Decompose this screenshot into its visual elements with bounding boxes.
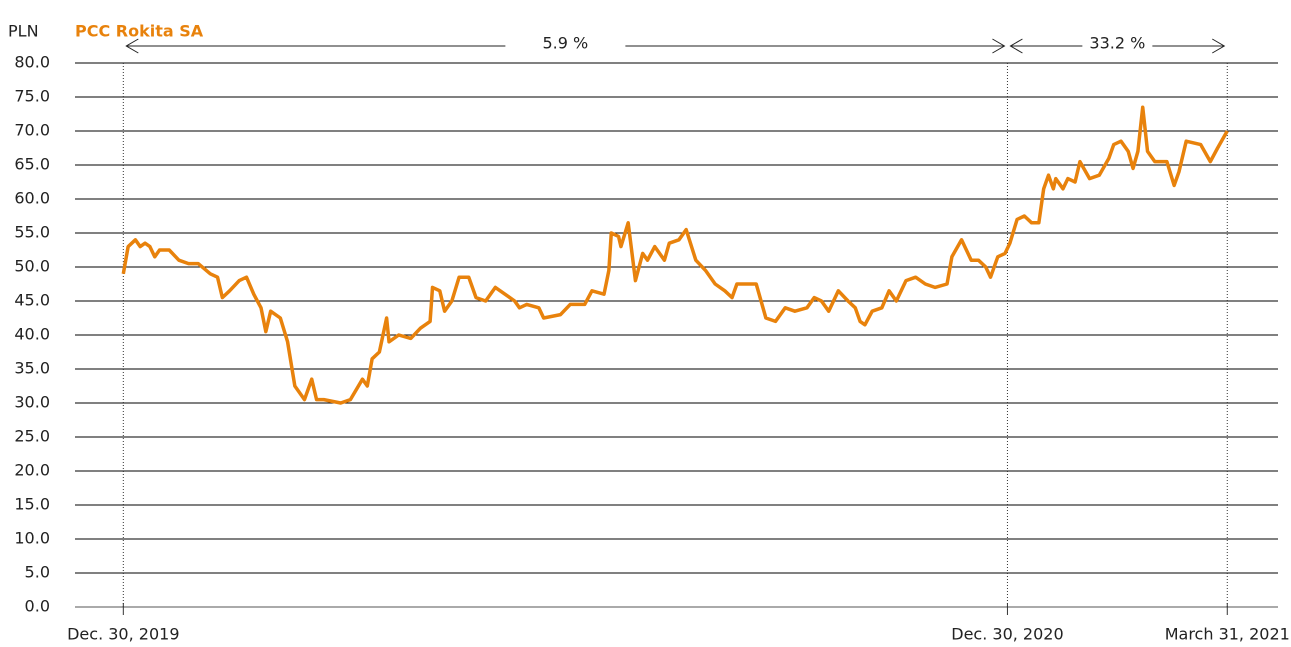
x-tick-label: Dec. 30, 2020 [951, 625, 1063, 644]
y-tick-label: 65.0 [14, 155, 50, 174]
arrow-head [1212, 38, 1226, 54]
x-tick-label: Dec. 30, 2019 [67, 625, 179, 644]
y-tick-label: 35.0 [14, 359, 50, 378]
price-line [121, 105, 1229, 405]
y-tick-label: 15.0 [14, 495, 50, 514]
chart-title: PCC Rokita SA [75, 22, 204, 41]
y-tick-label: 75.0 [14, 87, 50, 106]
y-tick-label: 45.0 [14, 291, 50, 310]
y-tick-label: 5.0 [25, 563, 50, 582]
y-tick-label: 60.0 [14, 189, 50, 208]
y-tick-label: 0.0 [25, 597, 50, 616]
y-tick-label: 50.0 [14, 257, 50, 276]
arrow-head [125, 38, 139, 54]
annotation: 5.9 % [543, 34, 589, 53]
y-tick-label: 70.0 [14, 121, 50, 140]
annotation: 33.2 % [1089, 34, 1145, 53]
label-bg [505, 36, 626, 56]
y-tick-label: 55.0 [14, 223, 50, 242]
y-tick-label: 10.0 [14, 529, 50, 548]
y-tick-label: 80.0 [14, 53, 50, 72]
x-tick-label: March 31, 2021 [1165, 625, 1290, 644]
y-tick-label: 30.0 [14, 393, 50, 412]
y-tick-label: 40.0 [14, 325, 50, 344]
arrow-head [992, 38, 1006, 54]
label-bg [1082, 36, 1153, 56]
arrow-head [1009, 38, 1023, 54]
y-unit: PLN [8, 22, 39, 41]
y-tick-label: 25.0 [14, 427, 50, 446]
y-tick-label: 20.0 [14, 461, 50, 480]
